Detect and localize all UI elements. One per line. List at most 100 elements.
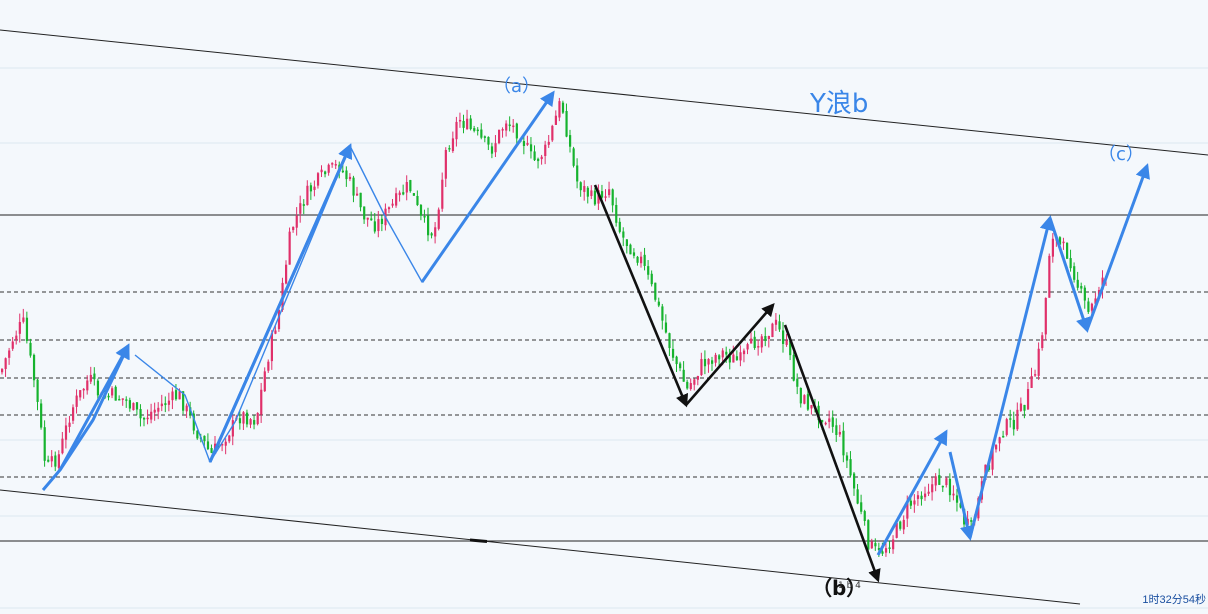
candle-body [1016, 409, 1019, 430]
candle-body [224, 441, 227, 446]
candle-body [849, 459, 852, 476]
candle-body [948, 478, 952, 496]
candle-body [242, 412, 245, 424]
black-wave-arrow [783, 324, 881, 583]
candle-body [941, 485, 944, 488]
candle-body [61, 438, 64, 454]
candle-body [82, 388, 85, 391]
candle-body [458, 119, 462, 122]
candle-body [711, 360, 714, 364]
candle-body [1044, 297, 1047, 335]
candle-body [192, 413, 195, 431]
candle-body [696, 376, 699, 380]
candle-body [572, 148, 575, 166]
candle-body [671, 348, 675, 358]
candle-body [838, 431, 841, 435]
candle-body [348, 176, 352, 180]
candle-body [831, 417, 834, 427]
candle-body [760, 336, 763, 348]
candle-body [487, 136, 490, 145]
candle-body [469, 118, 472, 130]
candle-body [253, 420, 256, 425]
candle-body [899, 521, 902, 529]
candle-body [292, 227, 295, 231]
candle-body [125, 399, 128, 401]
candle-body [597, 190, 600, 204]
candle-body [828, 418, 831, 422]
candle-body [554, 115, 557, 125]
candle-body [285, 264, 288, 284]
candle-body [132, 403, 135, 411]
wave-b-label: （b） [812, 576, 866, 600]
candle-body [441, 179, 444, 209]
candle-body [1, 369, 4, 373]
candle-body [785, 340, 788, 345]
candle-body [157, 407, 160, 412]
candle-body [881, 551, 884, 554]
candle-body [593, 190, 597, 205]
candle-body [4, 358, 7, 370]
candle-body [444, 149, 447, 179]
candle-body [845, 455, 849, 461]
candle-body [1023, 404, 1026, 411]
wave-c-label: （c） [1098, 144, 1144, 165]
candle-body [473, 128, 476, 131]
candle-body [306, 185, 309, 206]
candle-body [728, 356, 731, 363]
candle-body [245, 412, 249, 425]
candle-body [537, 158, 540, 162]
candle-body [359, 192, 362, 208]
candle-body [955, 495, 959, 503]
candle-body [370, 218, 373, 221]
candle-body [924, 493, 927, 498]
candle-body [916, 495, 920, 499]
candle-body [260, 389, 263, 415]
blue-wave-arrow-main [420, 90, 555, 283]
candle-body [1062, 241, 1065, 244]
candle-body [498, 129, 501, 144]
candle-body [782, 330, 785, 344]
candle-body [682, 369, 685, 382]
candle-body [334, 164, 337, 166]
dashed-levels [0, 291, 1208, 478]
candle-body [739, 352, 742, 361]
candle-body [703, 358, 707, 367]
candle-body [608, 189, 611, 196]
candle-body [203, 435, 206, 442]
candle-body [107, 395, 110, 398]
candle-body [121, 398, 124, 400]
candle-body [789, 340, 792, 356]
candle-body [508, 124, 511, 127]
candle-body [615, 204, 618, 223]
wave-title-label: Y浪b [809, 89, 868, 119]
candle-body [427, 215, 430, 236]
candle-body [909, 500, 912, 506]
candle-body [540, 156, 543, 160]
candle-body [231, 420, 234, 437]
candle-body [654, 282, 657, 300]
candle-body [622, 231, 625, 238]
candle-body [558, 101, 561, 118]
candle-body [75, 395, 78, 407]
candle-body [803, 395, 806, 404]
candle-body [576, 165, 579, 182]
channel-lower-line [0, 489, 1081, 605]
candle-body [267, 361, 270, 371]
candle-body [466, 118, 469, 130]
candle-body [934, 476, 937, 486]
candle-body [778, 321, 781, 330]
candle-body [689, 383, 692, 390]
candle-body [1076, 279, 1079, 288]
candle-body [68, 422, 71, 427]
candle-body [476, 129, 479, 132]
candle-body [618, 221, 621, 232]
candle-body [995, 445, 998, 450]
candle-body [640, 256, 643, 264]
candle-body [927, 491, 930, 494]
countdown-timer: 1时32分54秒 [1142, 592, 1206, 606]
candle-body [1037, 348, 1040, 376]
candle-body [643, 254, 646, 266]
candle-body [707, 359, 710, 365]
candle-body [36, 379, 39, 402]
